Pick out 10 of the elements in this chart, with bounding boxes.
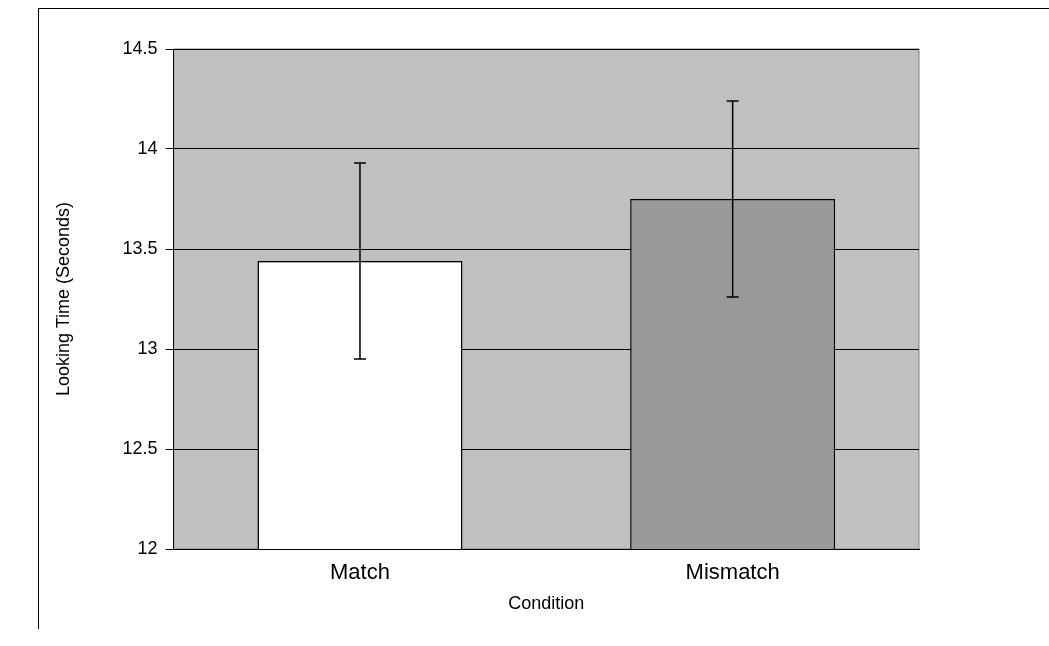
x-tick-label: Match: [330, 559, 390, 585]
y-tick-label: 13.5: [122, 237, 158, 258]
y-tick-label: 14: [137, 137, 158, 158]
y-tick-label: 12: [137, 537, 158, 558]
y-axis-title: Looking Time (Seconds): [52, 201, 73, 397]
x-axis-title: Condition: [508, 593, 585, 614]
y-tick-label: 12.5: [122, 437, 158, 458]
y-tick-label: 13: [137, 337, 158, 358]
x-tick-label: Mismatch: [685, 559, 780, 585]
y-tick-label: 14.5: [122, 37, 158, 58]
